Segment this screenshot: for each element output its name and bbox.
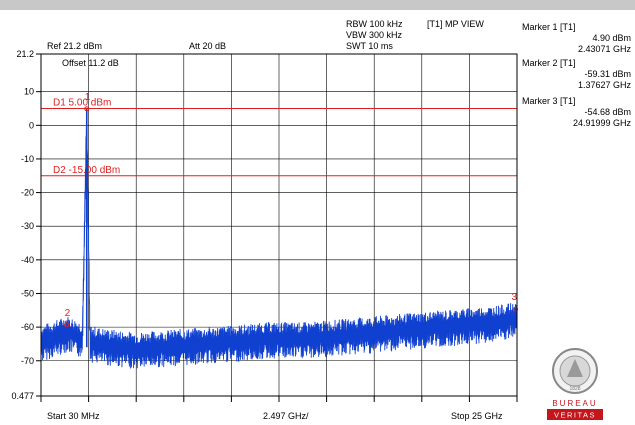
y-tick-label: -30	[21, 221, 34, 231]
swt-label: SWT 10 ms	[346, 41, 393, 51]
offset-label: Offset 11.2 dB	[62, 58, 119, 68]
start-frequency-label: Start 30 MHz	[47, 411, 100, 421]
y-axis-ticks: 21.2 10 0 -10 -20 -30 -40 -50 -60 -70 0.477	[11, 49, 41, 401]
plot-frame	[40, 53, 518, 397]
trace-noise-band	[40, 113, 518, 369]
y-tick-label: 0.477	[11, 391, 34, 401]
marker3-level: -54.68 dBm	[584, 107, 631, 117]
span-per-division-label: 2.497 GHz/	[263, 411, 309, 421]
logo-year: 1828	[569, 386, 580, 392]
top-bar	[0, 0, 635, 10]
marker3-freq: 24.91999 GHz	[572, 118, 631, 128]
y-tick-label: 10	[24, 87, 34, 97]
marker1-freq: 2.43071 GHz	[577, 44, 631, 54]
marker-label: 3	[511, 292, 517, 303]
logo-band	[547, 409, 603, 420]
marker1-level: 4.90 dBm	[592, 33, 631, 43]
spectrum-trace	[40, 108, 518, 369]
stop-frequency-label: Stop 25 GHz	[451, 411, 503, 421]
y-tick-label: -10	[21, 154, 34, 164]
ref-level-label: Ref 21.2 dBm	[47, 41, 103, 51]
marker-point	[84, 106, 90, 112]
logo-emblem-icon	[567, 359, 583, 377]
marker2-level: -59.31 dBm	[584, 69, 631, 79]
limit-line-label: D1 5.00 dBm	[53, 97, 111, 108]
y-tick-label: -70	[21, 356, 34, 366]
rbw-label: RBW 100 kHz	[346, 19, 403, 29]
marker2-title: Marker 2 [T1]	[522, 58, 576, 68]
y-tick-label: -60	[21, 322, 34, 332]
attenuation-label: Att 20 dB	[189, 41, 227, 51]
marker-annotations: 1 2 3	[64, 92, 518, 328]
trace-mode-label: [T1] MP VIEW	[427, 19, 484, 29]
marker-point	[64, 322, 70, 328]
logo-title: BUREAU	[552, 399, 597, 408]
marker-label: 2	[65, 308, 71, 319]
x-axis-ticks	[40, 396, 518, 402]
marker1-title: Marker 1 [T1]	[522, 22, 576, 32]
y-tick-label: -40	[21, 255, 34, 265]
logo-subtitle: VERITAS	[554, 411, 596, 420]
marker2-freq: 1.37627 GHz	[577, 80, 631, 90]
vbw-label: VBW 300 kHz	[346, 30, 403, 40]
grid-lines	[41, 54, 517, 396]
y-tick-label: -20	[21, 188, 34, 198]
marker3-title: Marker 3 [T1]	[522, 96, 576, 106]
y-tick-label: 0	[29, 120, 34, 130]
marker-label: 1	[85, 92, 91, 103]
bureau-veritas-logo: 1828 BUREAU VERITAS	[547, 348, 603, 420]
y-tick-label: 21.2	[16, 49, 34, 59]
y-tick-label: -50	[21, 288, 34, 298]
